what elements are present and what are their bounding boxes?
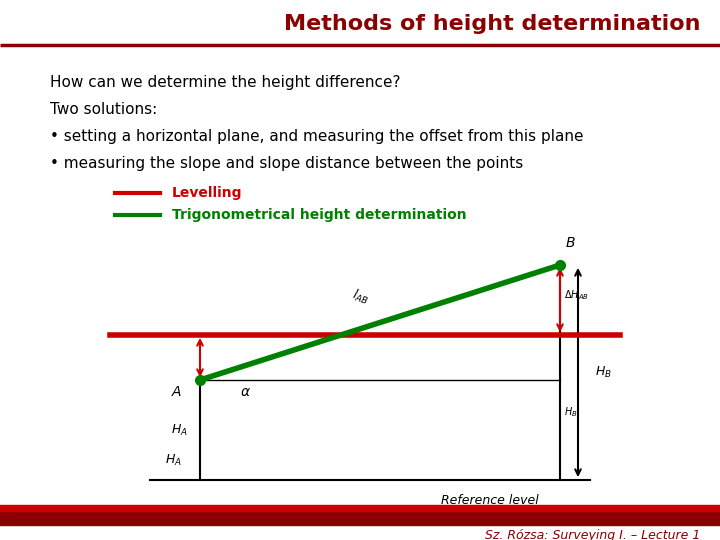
Text: Trigonometrical height determination: Trigonometrical height determination [172,208,467,222]
Text: $H_A$: $H_A$ [171,422,188,437]
Text: $H_A$: $H_A$ [165,453,182,468]
Text: How can we determine the height difference?: How can we determine the height differen… [50,75,400,90]
Text: $\alpha$: $\alpha$ [240,385,251,399]
Text: $\Delta H_{AB}$: $\Delta H_{AB}$ [564,288,589,302]
Text: $A$: $A$ [171,385,182,399]
Text: $l_{AB}$: $l_{AB}$ [350,287,371,307]
Text: Methods of height determination: Methods of height determination [284,14,700,34]
Text: Sz. Rózsa: Surveying I. – Lecture 1: Sz. Rózsa: Surveying I. – Lecture 1 [485,529,700,540]
Text: • setting a horizontal plane, and measuring the offset from this plane: • setting a horizontal plane, and measur… [50,129,583,144]
Text: Two solutions:: Two solutions: [50,102,157,117]
Text: $B$: $B$ [565,236,576,250]
Text: • measuring the slope and slope distance between the points: • measuring the slope and slope distance… [50,156,523,171]
Text: $H_B$: $H_B$ [595,365,612,380]
Text: Reference level: Reference level [441,494,539,507]
Text: Levelling: Levelling [172,186,243,200]
Text: $H_B$: $H_B$ [564,406,577,420]
